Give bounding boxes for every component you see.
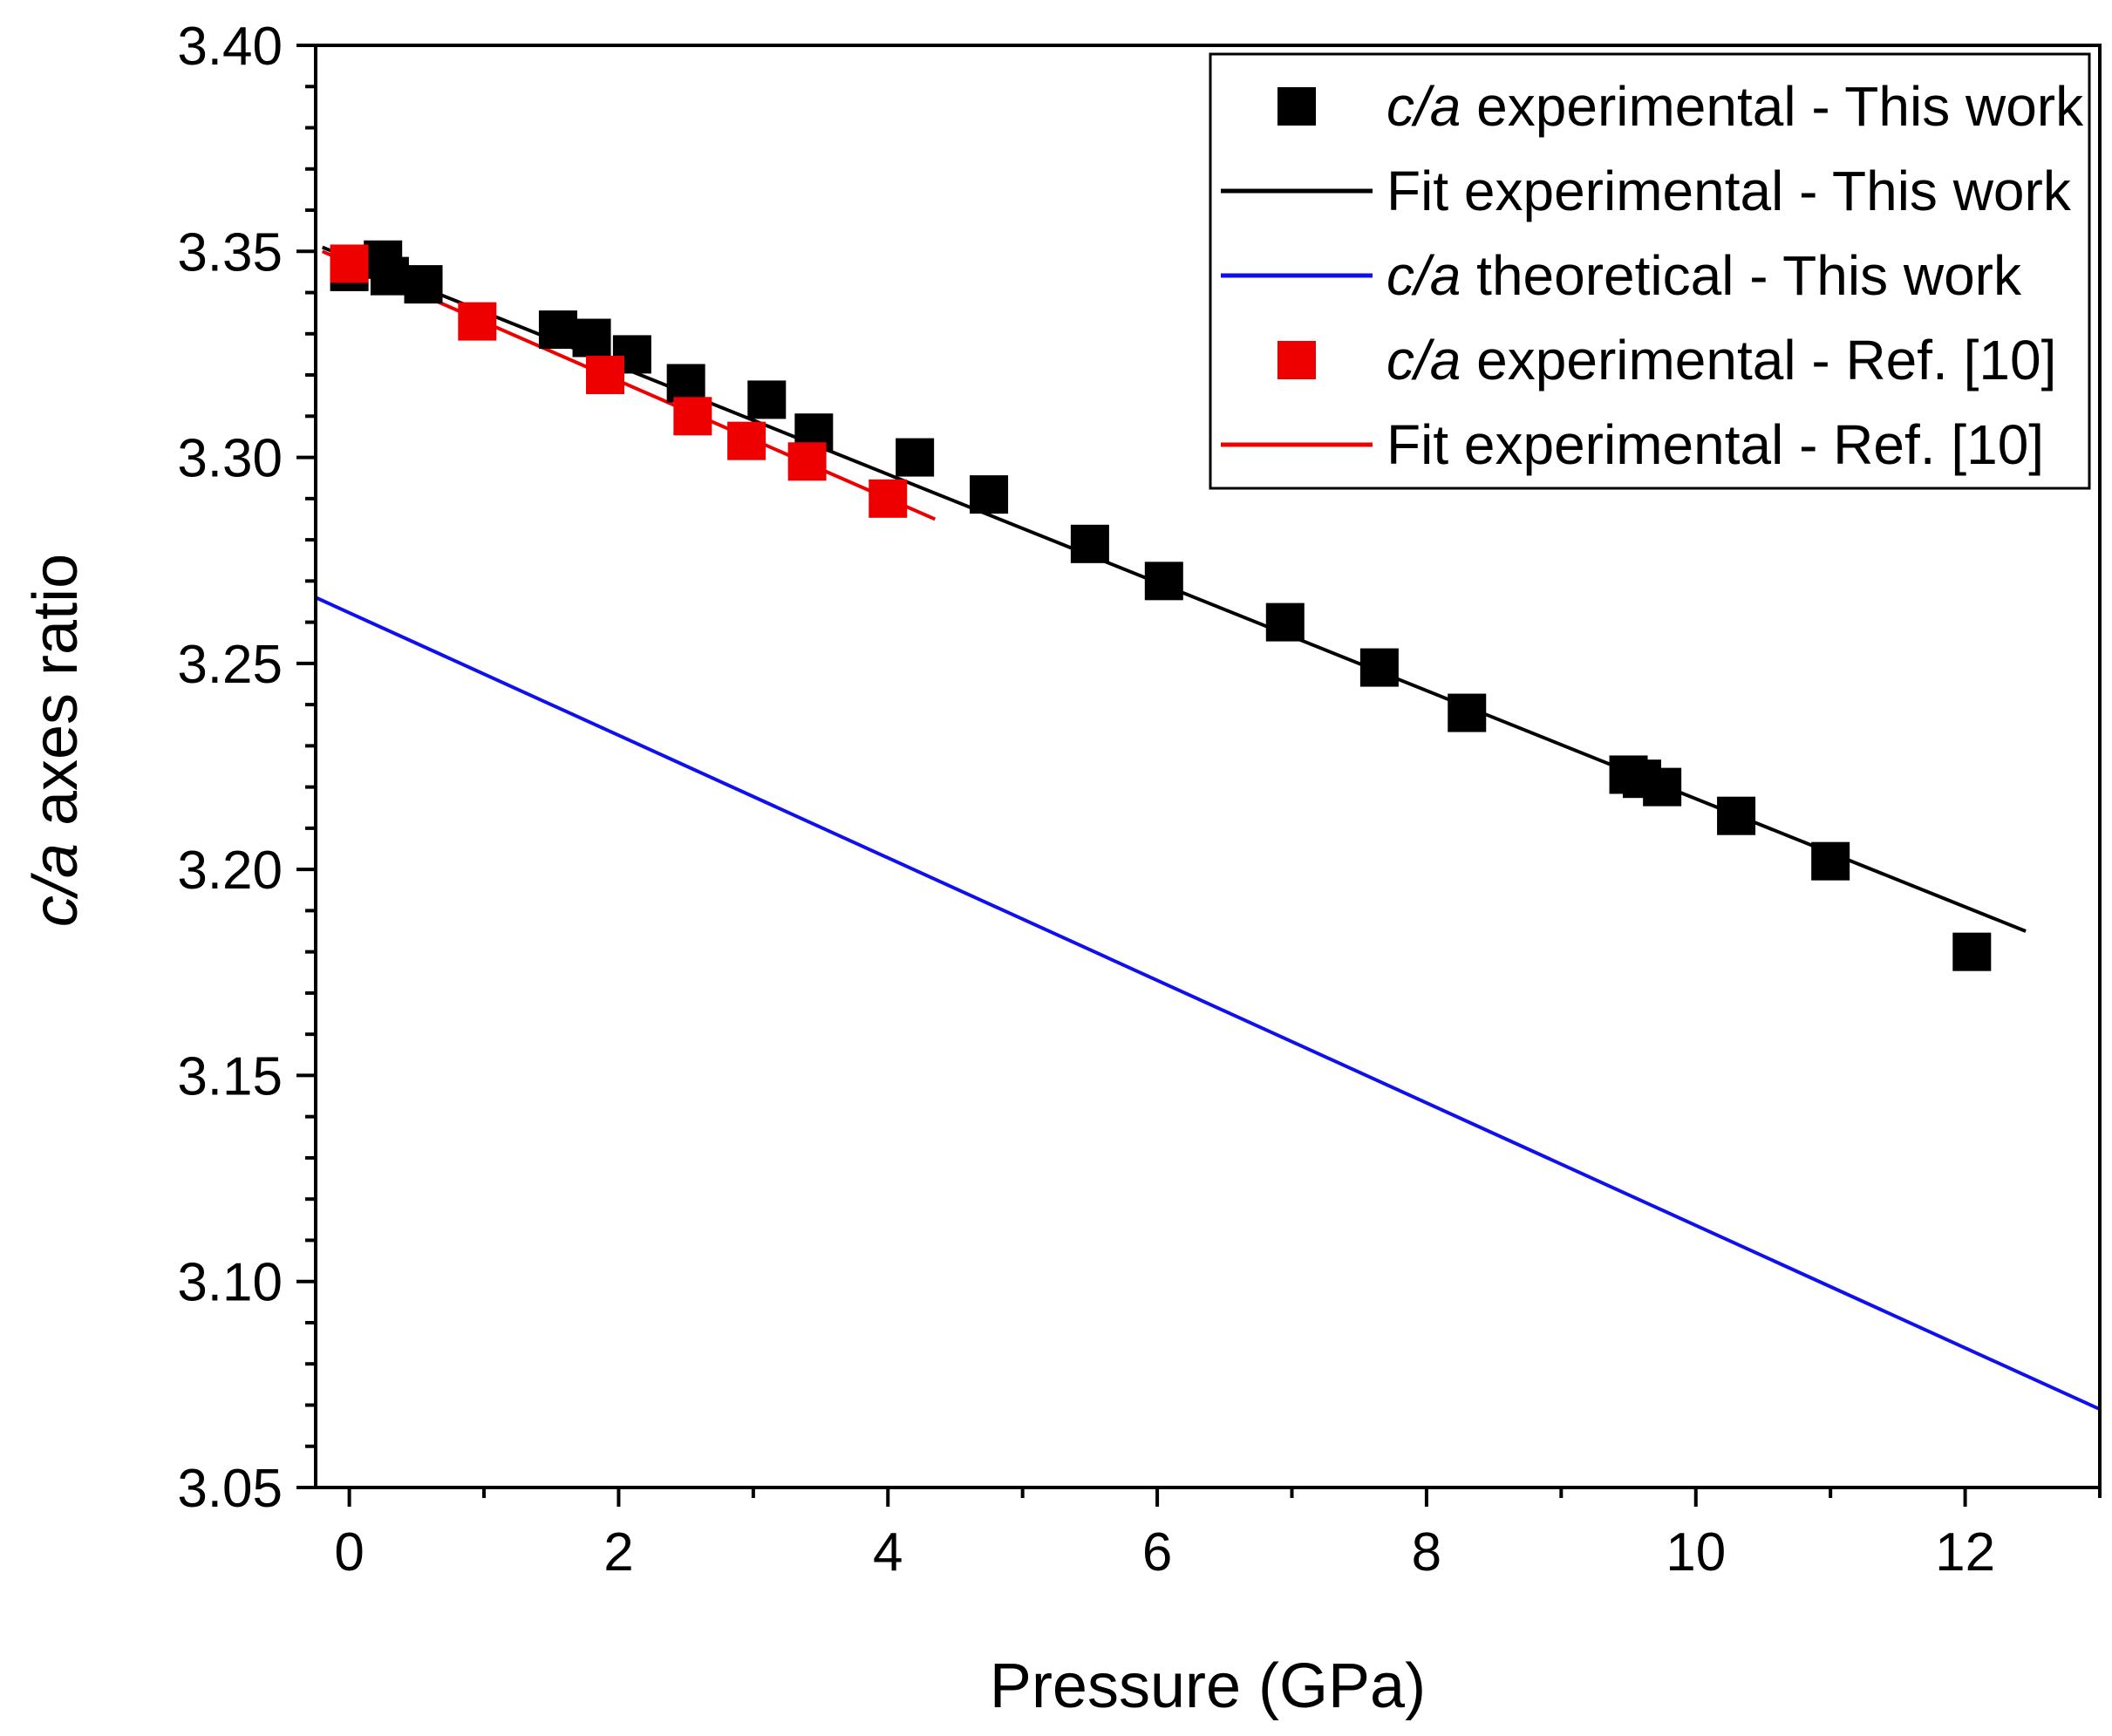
data-point-s0-8	[747, 380, 787, 419]
y-tick-label: 3.35	[177, 222, 283, 283]
y-tick-label: 3.15	[177, 1046, 283, 1106]
y-tick-label: 3.20	[177, 841, 283, 901]
data-point-s0-16	[1448, 693, 1487, 732]
data-point-s0-21	[1811, 841, 1850, 881]
plot-series	[316, 240, 2100, 1412]
legend-box	[1209, 52, 2091, 490]
data-point-s3-4	[727, 421, 766, 460]
y-axis-title: c/a axes ratio	[21, 554, 91, 927]
legend-label-rest: experimental - This work	[1461, 75, 2084, 138]
x-tick-label: 2	[603, 1522, 633, 1583]
legend-marker-3	[1277, 341, 1316, 379]
data-point-s0-4	[538, 310, 577, 350]
data-point-s3-5	[787, 442, 827, 481]
x-axis-title: Pressure (GPa)	[990, 1651, 1426, 1721]
axis-ticks	[296, 44, 2102, 1507]
legend-marker-0	[1277, 87, 1316, 126]
y-tick-label: 3.10	[177, 1253, 283, 1313]
legend-label-rest: Fit experimental - This work	[1386, 160, 2072, 222]
data-point-s0-22	[1952, 932, 1992, 971]
legend-label-4: Fit experimental - Ref. [10]	[1386, 413, 2044, 476]
legend-label-1: Fit experimental - This work	[1386, 160, 2072, 222]
data-point-s0-2	[370, 256, 409, 296]
legend-label-italic: c/a	[1386, 75, 1461, 138]
y-axis-title-rest: axes ratio	[21, 554, 91, 843]
legend-label-rest: experimental - Ref. [10]	[1461, 329, 2056, 391]
x-tick-label: 12	[1935, 1522, 1995, 1583]
data-point-s0-7	[666, 364, 705, 403]
data-point-s0-15	[1359, 648, 1399, 687]
x-tick-label: 0	[334, 1522, 364, 1583]
x-tick-label: 8	[1412, 1522, 1441, 1583]
series-line-2	[316, 596, 2100, 1412]
data-point-s0-19	[1643, 767, 1682, 807]
x-tick-label: 10	[1666, 1522, 1726, 1583]
legend-label-0: c/a experimental - This work	[1386, 75, 2084, 138]
y-tick-label: 3.40	[177, 17, 283, 77]
data-point-s0-13	[1144, 562, 1183, 601]
legend: c/a experimental - This work Fit experime…	[1209, 52, 2091, 490]
data-point-s0-3	[404, 265, 443, 304]
legend-label-italic: c/a	[1386, 244, 1461, 307]
data-point-s3-3	[673, 397, 712, 436]
data-point-s3-1	[458, 302, 497, 341]
y-axis-title-italic: c/a	[21, 843, 91, 927]
x-tick-label: 4	[873, 1522, 903, 1583]
data-point-s0-11	[970, 475, 1009, 514]
plot-frame	[314, 44, 2102, 1489]
data-point-s0-10	[896, 438, 935, 477]
tick-labels: 0 2 4 6 8 10 12 3.05 3.10 3.15 3.20 3.25 3.30 3.35 3.4…	[177, 17, 1995, 1583]
y-tick-label: 3.30	[177, 429, 283, 489]
legend-label-2: c/a theoretical - This work	[1386, 244, 2022, 307]
data-point-s3-0	[330, 244, 369, 283]
data-point-s0-5	[572, 318, 611, 357]
data-point-s0-14	[1265, 602, 1305, 642]
legend-label-rest: Fit experimental - Ref. [10]	[1386, 413, 2044, 476]
x-tick-label: 6	[1142, 1522, 1172, 1583]
data-point-s0-20	[1717, 796, 1756, 835]
data-point-s3-2	[585, 356, 624, 395]
legend-label-rest: theoretical - This work	[1461, 244, 2022, 307]
y-tick-label: 3.25	[177, 635, 283, 695]
legend-label-3: c/a experimental - Ref. [10]	[1386, 329, 2056, 391]
legend-label-italic: c/a	[1386, 329, 1461, 391]
data-point-s3-6	[869, 479, 908, 518]
data-point-s0-12	[1070, 524, 1109, 563]
y-tick-label: 3.05	[177, 1459, 283, 1519]
